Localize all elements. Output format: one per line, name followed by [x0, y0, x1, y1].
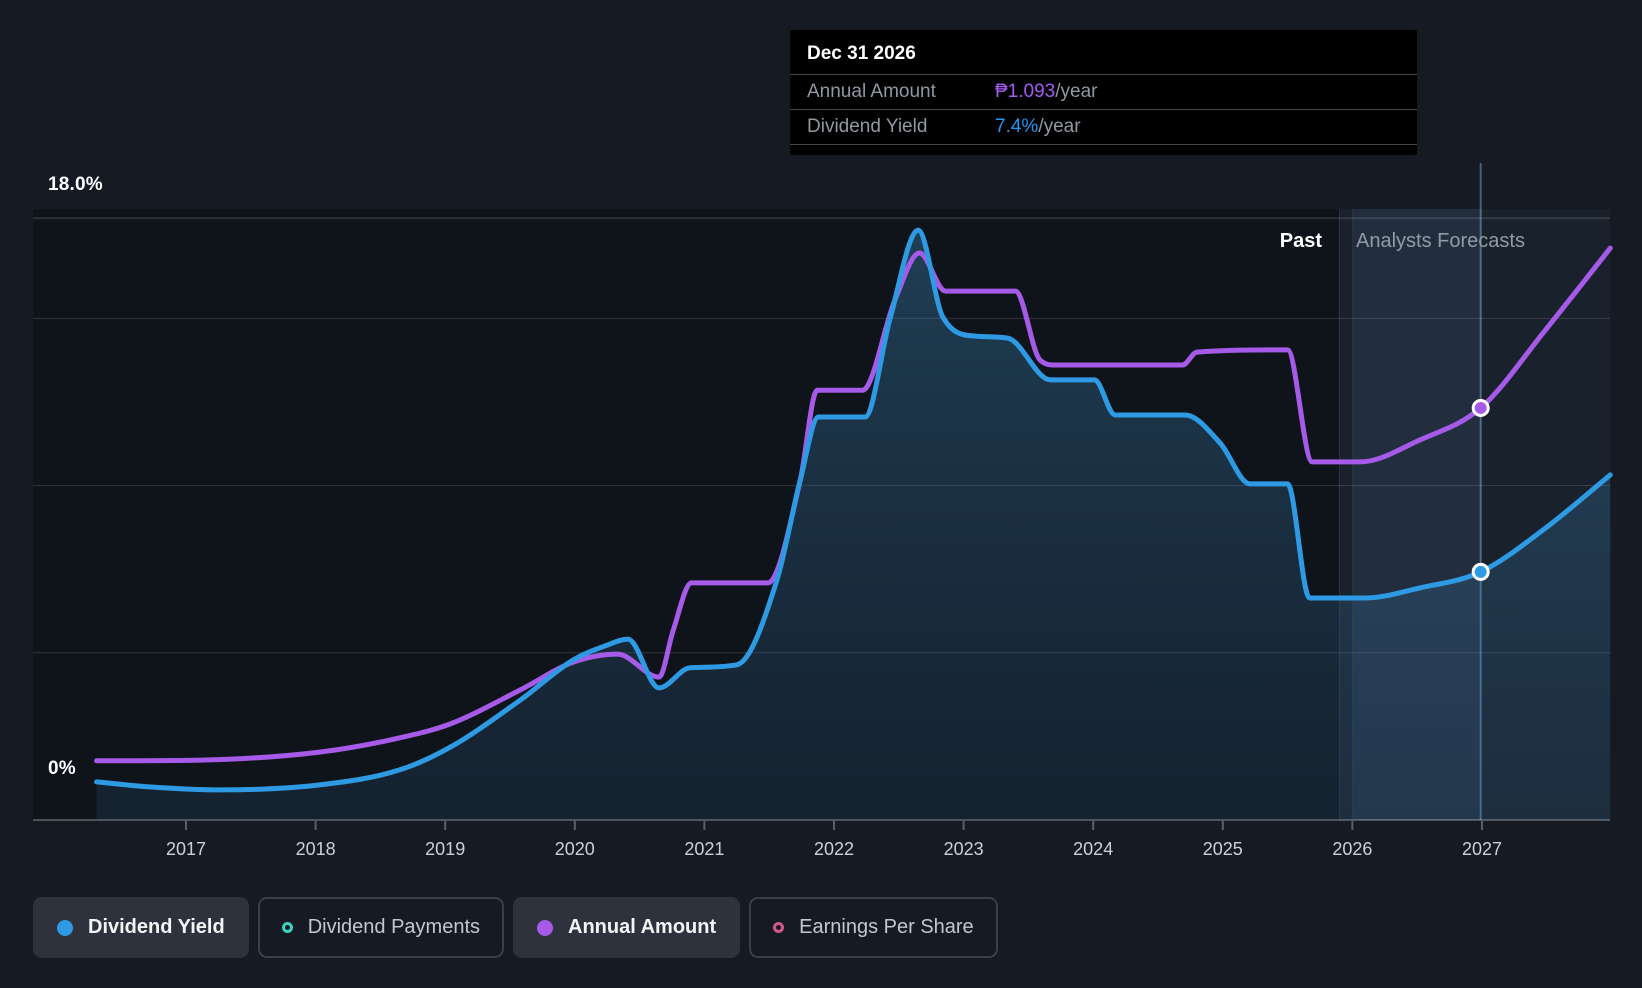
legend-earnings-per-share-button[interactable]: Earnings Per Share	[749, 897, 998, 958]
annual-amount-marker	[1471, 398, 1490, 417]
tooltip-label: Dividend Yield	[807, 116, 928, 137]
tooltip-row-dividend-yield: Dividend Yield 7.4%/year	[790, 109, 1417, 144]
dividend-payments-ring-icon	[281, 922, 293, 933]
dividend-yield-area	[96, 230, 1611, 821]
dividend-yield-marker	[1471, 562, 1490, 581]
past-region-label: Past	[1279, 230, 1322, 252]
legend-dividend-payments-button[interactable]: Dividend Payments	[257, 897, 505, 958]
tooltip-label: Annual Amount	[807, 81, 936, 102]
tooltip-date: Dec 31 2026	[807, 43, 916, 64]
dividend-yield-dot-icon	[57, 919, 73, 936]
earnings-per-share-ring-icon	[773, 922, 785, 933]
x-tick-label: 2020	[554, 839, 595, 859]
tooltip-value: 7.4%	[995, 116, 1039, 137]
dividend-history-chart[interactable]	[0, 0, 1642, 834]
x-tick-label: 2017	[165, 839, 207, 859]
legend-dividend-yield-button[interactable]: Dividend Yield	[33, 897, 249, 958]
x-tick-label: 2019	[425, 839, 466, 859]
x-tick-label: 2025	[1202, 839, 1243, 859]
legend-label: Annual Amount	[568, 916, 717, 938]
y-axis-min-label: 0%	[48, 758, 76, 779]
chart-legend: Dividend Yield Dividend Payments Annual …	[33, 897, 998, 958]
chart-tooltip: Dec 31 2026 Annual Amount ₱1.093/year Di…	[790, 30, 1417, 155]
tooltip-row-annual-amount: Annual Amount ₱1.093/year	[790, 74, 1417, 109]
legend-annual-amount-button[interactable]: Annual Amount	[513, 897, 741, 958]
x-tick-label: 2024	[1073, 839, 1114, 859]
tooltip-suffix: /year	[1038, 116, 1081, 137]
x-tick-label: 2022	[813, 839, 855, 859]
legend-label: Dividend Yield	[88, 916, 225, 938]
x-tick-label: 2018	[295, 839, 336, 859]
forecast-region-label: Analysts Forecasts	[1356, 230, 1525, 252]
annual-amount-dot-icon	[537, 919, 554, 936]
legend-label: Dividend Payments	[307, 916, 481, 938]
y-axis-max-label: 18.0%	[48, 174, 103, 195]
legend-label: Earnings Per Share	[799, 916, 974, 938]
tooltip-value: ₱1.093	[995, 81, 1056, 102]
x-tick-label: 2023	[943, 839, 984, 859]
dividend-yield-line	[94, 227, 1613, 793]
x-tick-label: 2026	[1332, 839, 1373, 859]
x-tick-label: 2021	[684, 839, 725, 859]
tooltip-suffix: /year	[1055, 81, 1098, 102]
x-tick-label: 2027	[1461, 839, 1503, 859]
